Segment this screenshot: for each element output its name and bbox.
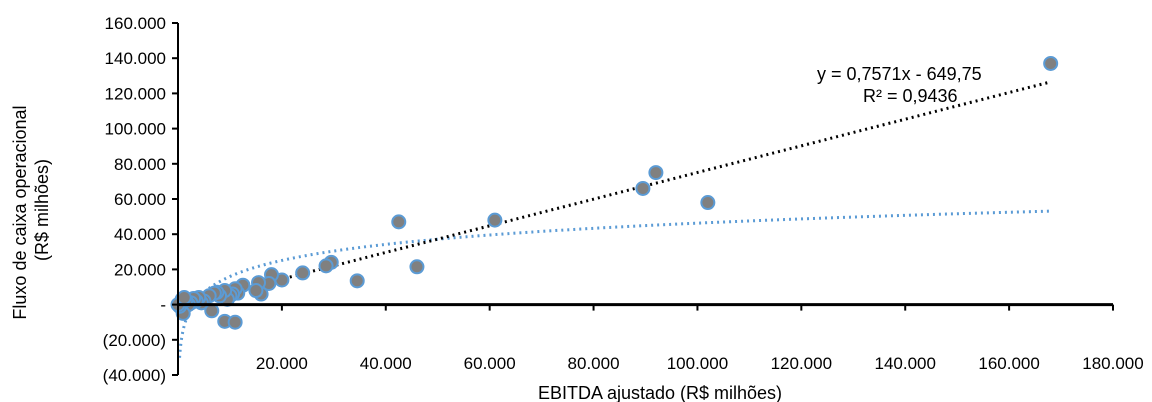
data-point (349, 273, 365, 289)
y-tick-label: 20.000 (114, 260, 166, 279)
linear-trendline (190, 80, 1052, 304)
y-tick-label: 100.000 (105, 120, 166, 139)
y-axis-title-line1: Fluxo de caixa operacional (10, 105, 30, 319)
trend-equation: y = 0,7571x - 649,75 (817, 64, 982, 84)
y-tick-label: 40.000 (114, 225, 166, 244)
y-axis-title: Fluxo de caixa operacional (R$ milhões) (10, 100, 52, 319)
data-point (318, 258, 334, 274)
x-tick-label: 160.000 (978, 354, 1039, 373)
x-tick-label: 60.000 (464, 354, 516, 373)
y-tick-label: - (160, 296, 166, 315)
x-axis-ticks: 20.000 40.000 60.000 80.000 100.000 120.000 14… (256, 304, 1144, 373)
x-tick-label: 120.000 (771, 354, 832, 373)
data-point (1043, 55, 1059, 71)
data-point (295, 265, 311, 281)
x-tick-label: 20.000 (256, 354, 308, 373)
y-tick-label: 80.000 (114, 155, 166, 174)
x-tick-label: 40.000 (360, 354, 412, 373)
y-tick-label: (40.000) (103, 366, 166, 385)
x-tick-label: 100.000 (667, 354, 728, 373)
data-point (204, 303, 220, 319)
data-point (176, 290, 192, 306)
data-point (391, 214, 407, 230)
x-tick-label: 80.000 (568, 354, 620, 373)
y-axis-title-line2: (R$ milhões) (32, 159, 52, 261)
y-tick-label: 160.000 (105, 14, 166, 33)
x-tick-label: 180.000 (1082, 354, 1143, 373)
data-point (248, 283, 264, 299)
r-squared-label: R² = 0,9436 (863, 86, 958, 106)
x-tick-label: 140.000 (874, 354, 935, 373)
log-trendline (178, 209, 1051, 358)
data-point (700, 195, 716, 211)
data-point (487, 212, 503, 228)
data-point (635, 180, 651, 196)
y-tick-label: 120.000 (105, 84, 166, 103)
y-tick-label: 60.000 (114, 190, 166, 209)
data-point (648, 165, 664, 181)
y-tick-label: 140.000 (105, 49, 166, 68)
trend-layer (178, 80, 1052, 358)
y-axis-ticks: 160.000 140.000 120.000 100.000 80.000 60.000… (103, 14, 178, 385)
data-point (409, 259, 425, 275)
y-tick-label: (20.000) (103, 331, 166, 350)
x-axis-title: EBITDA ajustado (R$ milhões) (538, 383, 782, 402)
data-point (227, 314, 243, 330)
